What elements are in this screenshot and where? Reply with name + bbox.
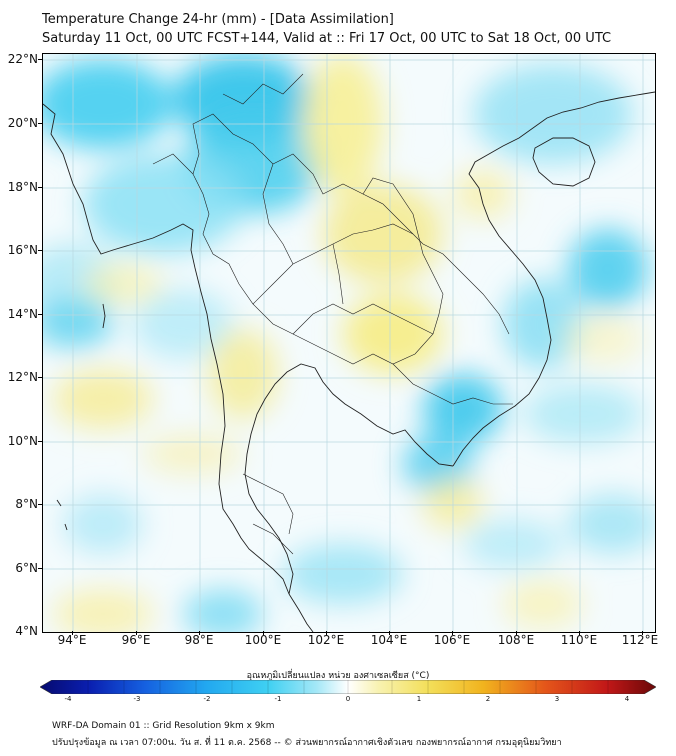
lon-label-98E: 98°E <box>184 633 214 647</box>
lat-tick <box>38 504 42 505</box>
lon-tick <box>136 631 137 635</box>
colorbar-tick: -3 <box>133 695 141 703</box>
temperature-change-map <box>43 54 655 632</box>
colorbar-tick: 1 <box>416 695 422 703</box>
colorbar-tick: 4 <box>624 695 630 703</box>
lat-tick <box>38 568 42 569</box>
admin-borders <box>152 73 513 555</box>
footer-credit: ปรับปรุงข้อมูล ณ เวลา 07:00น. วัน ส. ที่… <box>52 738 562 748</box>
colorbar-tick: -4 <box>64 695 72 703</box>
lon-label-110E: 110°E <box>560 633 598 647</box>
lon-label-104E: 104°E <box>370 633 408 647</box>
colorbar-tick: 3 <box>554 695 560 703</box>
lat-label-6N: 6°N <box>15 561 38 575</box>
temperature-field <box>43 54 655 632</box>
lon-tick <box>579 631 580 635</box>
map-title: Temperature Change 24-hr (mm) - [Data As… <box>42 12 394 27</box>
lat-tick <box>38 123 42 124</box>
lon-label-96E: 96°E <box>121 633 151 647</box>
lon-tick <box>199 631 200 635</box>
lon-tick <box>516 631 517 635</box>
colorbar-tick: -1 <box>274 695 282 703</box>
lat-tick <box>38 314 42 315</box>
lon-label-108E: 108°E <box>497 633 535 647</box>
lat-label-14N: 14°N <box>7 307 38 321</box>
graticule <box>43 54 655 632</box>
lat-tick <box>38 377 42 378</box>
colorbar-tick: -2 <box>203 695 211 703</box>
lon-label-112E: 112°E <box>621 633 659 647</box>
lon-tick <box>642 631 643 635</box>
lon-label-106E: 106°E <box>433 633 471 647</box>
lat-label-22N: 22°N <box>7 52 38 66</box>
lat-label-4N: 4°N <box>15 624 38 638</box>
map-subtitle: Saturday 11 Oct, 00 UTC FCST+144, Valid … <box>42 31 612 46</box>
lat-label-12N: 12°N <box>7 370 38 384</box>
lon-tick <box>389 631 390 635</box>
map-panel <box>42 53 656 633</box>
colorbar <box>40 680 656 694</box>
colorbar-tick: 2 <box>485 695 491 703</box>
lat-label-20N: 20°N <box>7 116 38 130</box>
lat-tick <box>38 59 42 60</box>
lat-tick <box>38 250 42 251</box>
lat-label-10N: 10°N <box>7 434 38 448</box>
lon-label-102E: 102°E <box>307 633 345 647</box>
lon-label-94E: 94°E <box>57 633 87 647</box>
lon-label-100E: 100°E <box>244 633 282 647</box>
footer-model-info: WRF-DA Domain 01 :: Grid Resolution 9km … <box>52 721 275 731</box>
lon-tick <box>72 631 73 635</box>
lon-tick <box>452 631 453 635</box>
lat-label-8N: 8°N <box>15 497 38 511</box>
lon-tick <box>263 631 264 635</box>
lat-tick <box>38 187 42 188</box>
colorbar-label: อุณหภูมิเปลี่ยนแปลง หน่วย องศาเซลเซียส (… <box>246 671 430 681</box>
lon-tick <box>326 631 327 635</box>
lat-label-16N: 16°N <box>7 243 38 257</box>
lat-tick <box>38 441 42 442</box>
coastlines <box>43 91 655 632</box>
lat-label-18N: 18°N <box>7 180 38 194</box>
colorbar-tick: 0 <box>345 695 351 703</box>
